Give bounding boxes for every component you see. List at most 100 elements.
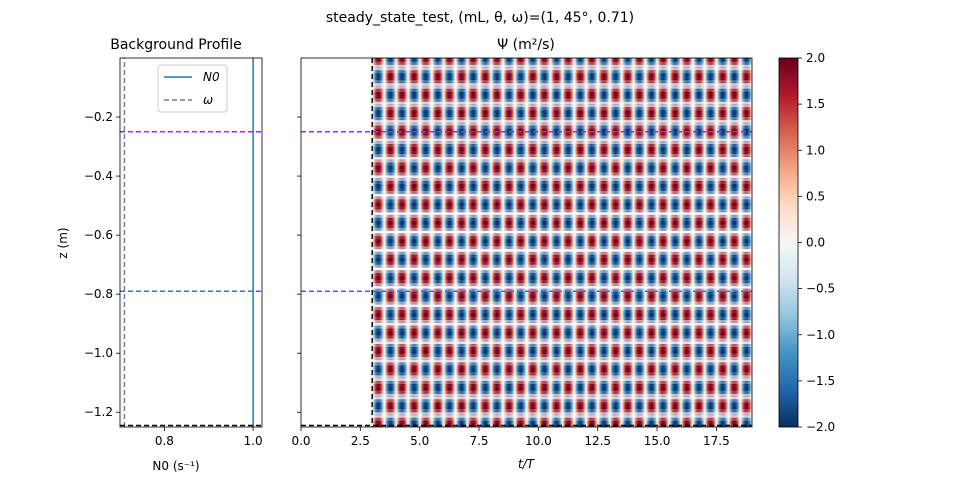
heatmap-cell: [514, 196, 539, 201]
heatmap-cell: [514, 150, 539, 154]
heatmap-cell: [633, 165, 658, 170]
heatmap-cell: [633, 417, 658, 422]
heatmap-cell: [728, 220, 752, 225]
heatmap-cell: [372, 245, 397, 250]
heatmap-cell: [728, 181, 752, 185]
heatmap-cell: [633, 181, 658, 185]
heatmap-cell: [419, 236, 444, 241]
heatmap-cell: [443, 356, 468, 360]
heatmap-cell: [372, 279, 397, 284]
heatmap-cell: [419, 94, 444, 99]
heatmap-cell: [372, 233, 397, 237]
heatmap-cell: [443, 94, 468, 99]
heatmap-cell: [538, 187, 563, 191]
heatmap-cell: [704, 411, 729, 416]
heatmap-cell: [538, 236, 563, 241]
heatmap-cell: [657, 245, 682, 250]
heatmap-cell: [395, 211, 421, 216]
heatmap-cell: [562, 116, 587, 121]
heatmap-cell: [395, 245, 421, 250]
heatmap-cell: [680, 423, 706, 427]
heatmap-cell: [728, 205, 752, 210]
heatmap-cell: [633, 310, 658, 314]
heatmap-cell: [467, 304, 492, 308]
heatmap-cell: [467, 110, 492, 114]
heatmap-cell: [609, 141, 634, 145]
heatmap-cell: [419, 104, 444, 108]
heatmap-strip: [372, 297, 752, 302]
heatmap-cell: [728, 288, 752, 293]
heatmap-cell: [704, 319, 729, 324]
heatmap-cell: [728, 393, 752, 397]
right-x-ticks: 0.0 2.5 5.0 7.5 10.0 12.5 15.0 17.5: [291, 427, 730, 448]
heatmap-cell: [728, 224, 752, 228]
heatmap-cell: [585, 304, 611, 308]
heatmap-cell: [490, 245, 516, 250]
heatmap-cell: [538, 61, 563, 65]
right-axes-frame: [300, 57, 753, 428]
heatmap-cell: [609, 97, 634, 102]
heatmap-cell: [704, 137, 729, 142]
heatmap-strip: [372, 260, 752, 265]
heatmap-cell: [443, 134, 468, 139]
heatmap-cell: [419, 61, 444, 65]
heatmap-cell: [609, 107, 634, 111]
heatmap-cell: [657, 58, 682, 62]
heatmap-cell: [372, 116, 397, 121]
heatmap-cell: [514, 211, 539, 216]
heatmap-strip: [372, 205, 752, 210]
heatmap-cell: [728, 399, 752, 403]
heatmap-strip: [372, 101, 752, 105]
heatmap-cell: [514, 236, 539, 241]
heatmap-cell: [490, 399, 516, 403]
heatmap-cell: [395, 187, 421, 191]
heatmap-cell: [419, 208, 444, 213]
heatmap-cell: [609, 242, 634, 247]
heatmap-cell: [585, 380, 611, 385]
heatmap-cell: [657, 122, 682, 127]
heatmap-cell: [562, 227, 587, 231]
heatmap-cell: [680, 294, 706, 299]
heatmap-cell: [490, 285, 516, 290]
heatmap-cell: [609, 377, 634, 382]
heatmap-cell: [419, 190, 444, 194]
heatmap-cell: [419, 156, 444, 161]
heatmap-cell: [680, 270, 706, 274]
heatmap-cell: [680, 307, 706, 311]
heatmap-cell: [419, 356, 444, 360]
right-panel-title: Ψ (m²/s): [497, 37, 555, 53]
heatmap-cell: [443, 122, 468, 127]
heatmap-cell: [585, 119, 611, 124]
heatmap-cell: [728, 313, 752, 317]
heatmap-cell: [514, 88, 539, 93]
heatmap-cell: [585, 91, 611, 96]
heatmap-cell: [372, 137, 397, 142]
heatmap-cell: [680, 113, 706, 118]
heatmap-cell: [585, 347, 611, 351]
heatmap-cell: [633, 325, 658, 330]
heatmap-cell: [467, 153, 492, 157]
heatmap-cell: [490, 205, 516, 210]
heatmap-cell: [609, 217, 634, 222]
heatmap-cell: [490, 104, 516, 108]
heatmap-strip: [372, 322, 752, 327]
heatmap-cell: [538, 377, 563, 382]
heatmap-cell: [657, 328, 682, 333]
heatmap-cell: [538, 405, 563, 410]
heatmap-cell: [633, 279, 658, 284]
heatmap-cell: [514, 371, 539, 376]
heatmap-cell: [680, 291, 706, 296]
heatmap-cell: [490, 371, 516, 376]
heatmap-cell: [419, 316, 444, 320]
heatmap-cell: [680, 82, 706, 87]
heatmap-cell: [657, 242, 682, 247]
heatmap-cell: [609, 270, 634, 274]
heatmap-cell: [680, 110, 706, 114]
heatmap-cell: [728, 319, 752, 324]
heatmap-cell: [514, 307, 539, 311]
colorbar-tick-label: −1.0: [806, 328, 835, 342]
heatmap-cell: [419, 411, 444, 416]
heatmap-cell: [538, 190, 563, 194]
heatmap-cell: [538, 70, 563, 74]
heatmap-cell: [514, 396, 539, 400]
